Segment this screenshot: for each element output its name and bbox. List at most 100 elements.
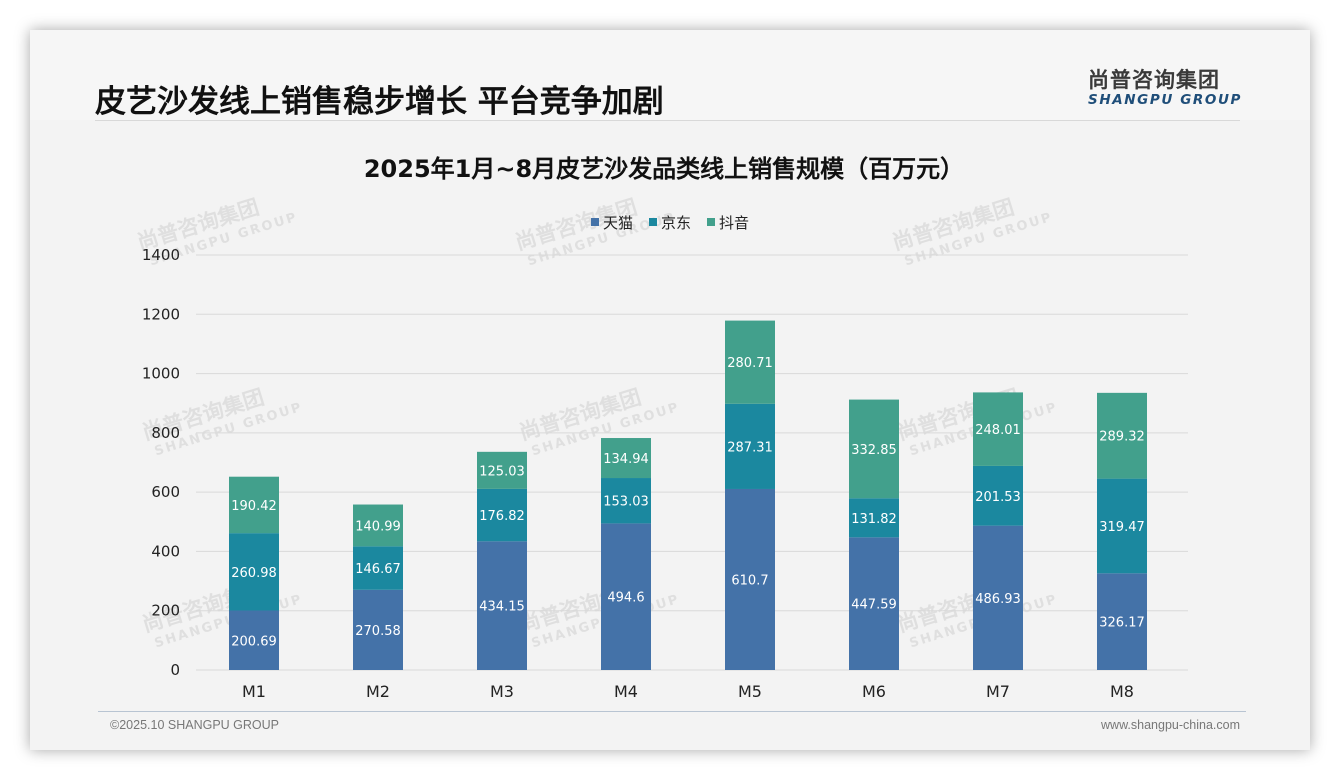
data-label: 486.93 — [975, 592, 1021, 607]
bar-segment — [725, 320, 775, 404]
data-label: 319.47 — [1099, 520, 1145, 535]
legend-label: 抖音 — [719, 214, 749, 232]
bar-segment — [229, 476, 279, 534]
bar-segment — [1097, 573, 1147, 670]
data-label: 289.32 — [1099, 430, 1145, 445]
bar-stack: 610.7 287.31 280.71 — [725, 320, 775, 670]
bar-segment — [601, 523, 651, 670]
bar-segment — [477, 451, 527, 489]
x-tick-label: M5 — [738, 682, 762, 701]
legend-swatch — [591, 218, 599, 226]
data-label: 131.82 — [851, 512, 897, 527]
y-tick-label: 1200 — [142, 305, 180, 323]
bars: 200.69 260.98 190.42 270.58 146.67 140.99 434.… — [229, 320, 1147, 670]
data-label: 140.99 — [355, 519, 401, 534]
y-tick-label: 0 — [170, 661, 180, 679]
legend-label: 天猫 — [603, 214, 633, 232]
bar-segment — [1097, 392, 1147, 479]
footer-divider — [98, 711, 1246, 712]
bar-segment — [477, 488, 527, 542]
bar-segment — [725, 488, 775, 670]
data-label: 270.58 — [355, 624, 401, 639]
data-label: 610.7 — [731, 573, 768, 588]
bar-segment — [229, 610, 279, 670]
y-axis-ticks: 0 200 400 600 800 1000 1200 1400 — [142, 246, 180, 679]
legend-swatch — [649, 218, 657, 226]
y-tick-label: 400 — [151, 542, 180, 560]
bar-stack: 270.58 146.67 140.99 — [353, 504, 403, 670]
bar-segment — [973, 465, 1023, 526]
x-tick-label: M7 — [986, 682, 1010, 701]
logo-chinese-name: 尚普咨询集团 — [1088, 68, 1220, 92]
data-label: 260.98 — [231, 566, 277, 581]
x-tick-label: M8 — [1110, 682, 1134, 701]
data-label: 248.01 — [975, 423, 1021, 438]
bar-segment — [849, 537, 899, 670]
data-label: 494.6 — [607, 591, 644, 606]
data-label: 134.94 — [603, 452, 649, 467]
x-tick-label: M2 — [366, 682, 390, 701]
bar-stack: 494.6 153.03 134.94 — [601, 438, 651, 670]
bar-segment — [353, 589, 403, 670]
data-label: 280.71 — [727, 356, 773, 371]
x-axis-ticks: M1 M2 M3 M4 M5 M6 M7 M8 — [242, 682, 1134, 701]
legend-label: 京东 — [661, 214, 691, 232]
header-band — [30, 30, 1310, 120]
x-tick-label: M3 — [490, 682, 514, 701]
data-label: 190.42 — [231, 499, 277, 514]
data-label: 176.82 — [479, 509, 525, 524]
data-label: 287.31 — [727, 440, 773, 455]
bar-segment — [477, 541, 527, 670]
data-label: 447.59 — [851, 598, 897, 613]
bar-stack: 326.17 319.47 289.32 — [1097, 392, 1147, 670]
x-tick-label: M6 — [862, 682, 886, 701]
data-label: 200.69 — [231, 634, 277, 649]
bar-segment — [973, 525, 1023, 670]
footer-copyright: ©2025.10 SHANGPU GROUP — [110, 718, 279, 732]
bar-segment — [601, 478, 651, 524]
bar-segment — [725, 403, 775, 489]
bar-segment — [353, 504, 403, 547]
company-logo: 尚普咨询集团 SHANGPU GROUP — [1088, 64, 1242, 108]
bar-stack: 447.59 131.82 332.85 — [849, 399, 899, 670]
data-label: 153.03 — [603, 495, 649, 510]
bar-stack: 434.15 176.82 125.03 — [477, 451, 527, 670]
bar-segment — [1097, 478, 1147, 574]
legend-item: 天猫 — [591, 214, 633, 232]
data-label: 125.03 — [479, 464, 525, 479]
x-tick-label: M1 — [242, 682, 266, 701]
footer-website: www.shangpu-china.com — [1101, 718, 1240, 732]
bar-segment — [973, 392, 1023, 466]
data-label: 326.17 — [1099, 616, 1145, 631]
data-label: 146.67 — [355, 562, 401, 577]
legend-item: 抖音 — [707, 214, 749, 232]
y-tick-label: 600 — [151, 483, 180, 501]
data-label: 201.53 — [975, 490, 1021, 505]
x-tick-label: M4 — [614, 682, 638, 701]
bar-segment — [849, 498, 899, 538]
y-tick-label: 1000 — [142, 365, 180, 383]
bar-segment — [849, 399, 899, 499]
y-tick-label: 1400 — [142, 246, 180, 264]
page-title: 皮艺沙发线上销售稳步增长 平台竞争加剧 — [95, 84, 664, 120]
data-label: 434.15 — [479, 600, 525, 615]
bar-segment — [229, 533, 279, 611]
chart-title: 2025年1月~8月皮艺沙发品类线上销售规模（百万元） — [364, 155, 964, 183]
bar-segment — [601, 438, 651, 479]
y-tick-label: 800 — [151, 424, 180, 442]
chart-legend: 天猫 京东 抖音 — [591, 214, 749, 232]
bar-stack: 486.93 201.53 248.01 — [973, 392, 1023, 670]
bar-segment — [353, 546, 403, 590]
bar-stack: 200.69 260.98 190.42 — [229, 476, 279, 670]
header-divider — [95, 120, 1240, 121]
legend-swatch — [707, 218, 715, 226]
y-tick-label: 200 — [151, 602, 180, 620]
legend-item: 京东 — [649, 214, 691, 232]
logo-english-name: SHANGPU GROUP — [1088, 92, 1243, 108]
